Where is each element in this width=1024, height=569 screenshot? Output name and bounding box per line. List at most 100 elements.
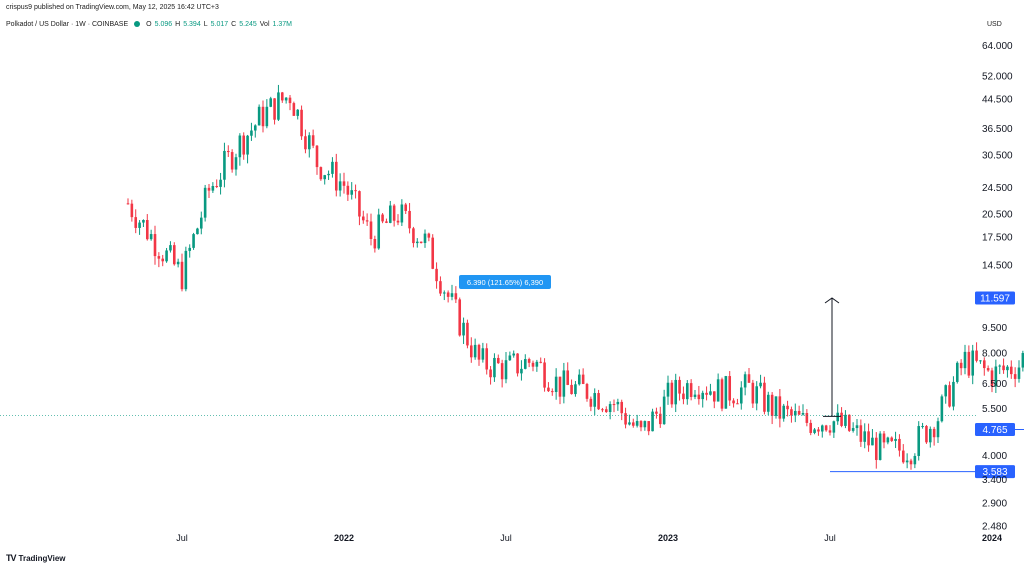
candle-body xyxy=(246,135,249,155)
candle-body xyxy=(153,234,157,257)
candle-body xyxy=(944,385,948,397)
candle-body xyxy=(901,450,905,463)
candle-body xyxy=(450,293,454,297)
candle-body xyxy=(724,376,728,409)
candle-body xyxy=(720,379,724,409)
candle-body xyxy=(176,261,180,265)
candle-body xyxy=(485,348,489,370)
candle-body xyxy=(523,359,527,369)
candle-body xyxy=(516,353,519,374)
y-tick-label: 4.000 xyxy=(982,451,1007,462)
candle-body xyxy=(886,437,890,443)
price-tag xyxy=(975,291,1015,305)
open-value: 5.096 xyxy=(154,21,173,28)
candle-body xyxy=(936,421,940,438)
tradingview-logo-icon: TV xyxy=(6,553,16,563)
candle-body xyxy=(334,161,338,191)
candle-body xyxy=(616,401,620,405)
candle-body xyxy=(797,410,801,415)
candle-body xyxy=(539,361,543,363)
candle-body xyxy=(199,217,203,229)
candle-body xyxy=(527,359,531,363)
candle-body xyxy=(361,216,365,221)
candle-body xyxy=(427,233,431,238)
candle-body xyxy=(986,368,990,371)
candle-body xyxy=(215,186,219,188)
candle-body xyxy=(466,322,469,346)
candle-body xyxy=(550,391,554,393)
candle-body xyxy=(500,363,504,380)
candle-body xyxy=(979,360,982,362)
candle-body xyxy=(697,394,701,400)
tradingview-brand[interactable]: TV TradingView xyxy=(6,553,66,563)
candle-body xyxy=(269,98,273,107)
price-tag xyxy=(975,422,1015,436)
candle-body xyxy=(967,351,971,376)
candle-body xyxy=(1009,366,1013,375)
candle-body xyxy=(327,173,330,176)
candle-body xyxy=(817,429,820,432)
candle-body xyxy=(342,181,346,186)
candle-body xyxy=(793,410,797,416)
candle-body xyxy=(412,228,415,244)
candle-body xyxy=(832,421,836,433)
candle-body xyxy=(408,210,411,229)
candle-body xyxy=(223,150,226,180)
candle-body xyxy=(331,161,334,174)
candle-body xyxy=(226,150,230,153)
candle-body xyxy=(932,428,936,438)
candle-body xyxy=(284,97,288,101)
candle-body xyxy=(589,398,593,407)
high-value: 5.394 xyxy=(183,21,201,28)
candle-body xyxy=(188,247,192,251)
candle-body xyxy=(921,426,924,428)
candle-body xyxy=(701,392,705,400)
candle-body xyxy=(1021,353,1024,368)
symbol-legend[interactable]: Polkadot / US Dollar · 1W · COINBASE O 5.… xyxy=(6,21,292,28)
candle-body xyxy=(998,365,1002,367)
y-tick-label: 5.500 xyxy=(982,404,1007,415)
candle-body xyxy=(574,384,577,395)
price-tag-label: 11.597 xyxy=(980,294,1010,305)
candle-body xyxy=(982,360,986,369)
candle-body xyxy=(747,374,751,383)
candle-body xyxy=(350,190,354,195)
candle-body xyxy=(323,175,327,180)
candle-body xyxy=(192,234,195,248)
candle-body xyxy=(712,391,716,402)
candle-body xyxy=(774,396,778,416)
y-tick-label: 14.500 xyxy=(982,260,1013,271)
candle-body xyxy=(184,250,188,290)
candle-body xyxy=(439,281,442,294)
close-value: 5.245 xyxy=(239,21,257,28)
candle-body xyxy=(169,245,172,251)
candle-body xyxy=(674,379,678,405)
low-key: L xyxy=(203,21,208,28)
candle-body xyxy=(161,258,165,262)
candle-body xyxy=(635,421,639,426)
candle-body xyxy=(207,187,211,191)
candle-body xyxy=(1002,365,1005,371)
candle-body xyxy=(859,425,863,442)
candle-body xyxy=(496,357,500,364)
candle-body xyxy=(404,204,408,211)
candle-body xyxy=(435,268,438,282)
candle-body xyxy=(211,186,215,191)
candle-body xyxy=(566,370,570,385)
candle-body xyxy=(261,106,265,127)
candle-body xyxy=(230,152,234,170)
candle-body xyxy=(913,455,917,465)
candle-body xyxy=(489,369,492,378)
candle-body xyxy=(905,460,909,463)
candle-body xyxy=(805,413,809,423)
candle-body xyxy=(689,383,693,397)
price-tag-label: 3.583 xyxy=(982,467,1007,478)
y-tick-label: 2.480 xyxy=(982,522,1007,533)
candle-body xyxy=(508,355,512,361)
candle-body xyxy=(971,350,975,376)
candle-body xyxy=(145,220,149,240)
y-tick-label: 8.000 xyxy=(982,348,1007,359)
measure-label-box xyxy=(459,274,551,289)
x-tick-label: Jul xyxy=(500,533,512,543)
